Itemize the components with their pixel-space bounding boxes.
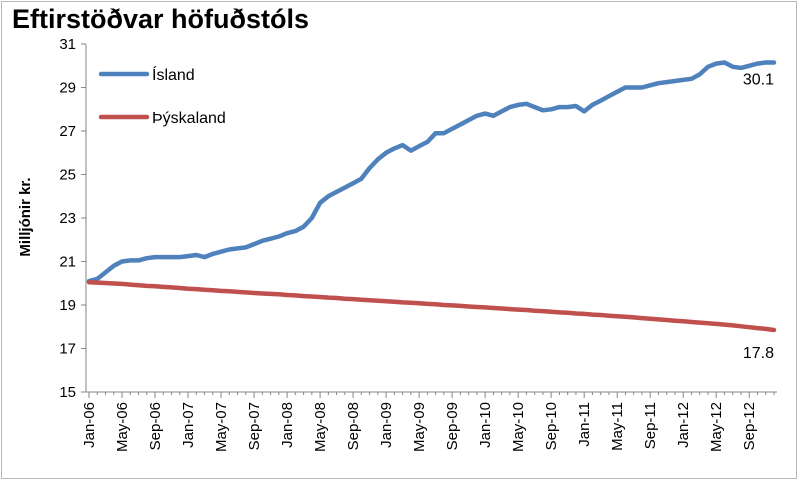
legend-label: Þýskaland [152, 110, 226, 127]
y-tick-label: 23 [59, 210, 76, 227]
end-label: 30.1 [743, 71, 774, 88]
x-tick-label: Jan-12 [675, 402, 692, 448]
y-tick-label: 25 [59, 167, 76, 184]
x-tick-label: May-09 [411, 402, 428, 452]
y-tick-label: 31 [59, 36, 76, 53]
chart-title: Eftirstöðvar höfuðstóls [12, 4, 310, 34]
y-tick-labels: 15 17 19 21 23 25 27 29 31 [59, 36, 76, 401]
y-tick-label: 17 [59, 341, 76, 358]
x-tick-label: May-08 [312, 402, 329, 452]
x-tick-label: Jan-10 [477, 402, 494, 448]
x-tick-label: Sep-09 [444, 402, 461, 450]
x-tick-label: Sep-12 [741, 402, 758, 450]
end-label: 17.8 [743, 345, 774, 362]
end-labels: 30.1 17.8 [743, 71, 774, 362]
series-line-0 [86, 60, 777, 284]
y-tick-label: 29 [59, 80, 76, 97]
x-tick-label: Sep-06 [147, 402, 164, 450]
legend-label: Ísland [152, 65, 195, 84]
x-tick-labels: Jan-06 May-06 Sep-06 Jan-07 May-07 Sep-07 Jan-… [81, 402, 758, 452]
y-tick-label: 15 [59, 384, 76, 401]
series-lines [86, 60, 777, 333]
y-tick-label: 19 [59, 297, 76, 314]
y-tick-label: 21 [59, 254, 76, 271]
x-tick-label: Jan-11 [576, 402, 593, 447]
x-tick-label: Jan-08 [279, 402, 296, 448]
x-tick-label: Sep-07 [246, 402, 263, 450]
x-tick-label: Sep-10 [543, 402, 560, 450]
x-tick-label: Sep-11 [642, 402, 659, 449]
x-tick-label: May-06 [114, 402, 131, 452]
x-tick-label: Jan-09 [378, 402, 395, 448]
x-tick-label: Jan-06 [81, 402, 98, 448]
x-tick-label: Sep-08 [345, 402, 362, 450]
y-axis-label: Milljónir kr. [17, 177, 34, 256]
axes [81, 43, 777, 398]
series-line-1 [86, 279, 777, 333]
x-tick-label: May-07 [213, 402, 230, 452]
x-tick-label: May-12 [708, 402, 725, 452]
legend: Ísland Þýskaland [98, 65, 226, 127]
x-tick-label: Jan-07 [180, 402, 197, 448]
x-tick-label: May-11 [609, 402, 626, 451]
y-tick-label: 27 [59, 123, 76, 140]
x-tick-label: May-10 [510, 402, 527, 452]
